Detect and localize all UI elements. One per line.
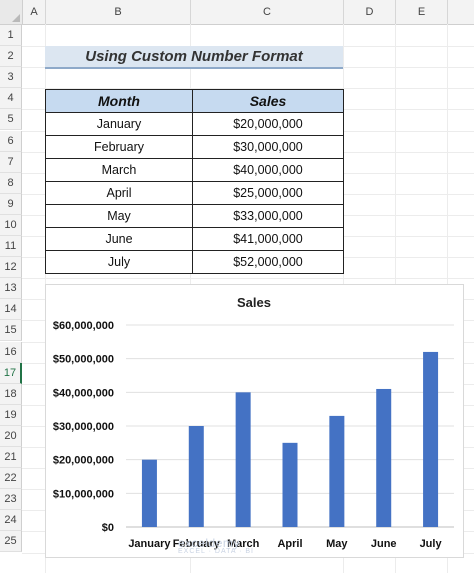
- row-header-25[interactable]: 25: [0, 531, 22, 553]
- y-tick-label: $60,000,000: [53, 320, 114, 332]
- row-header-2[interactable]: 2: [0, 46, 22, 68]
- row-header-24[interactable]: 24: [0, 510, 22, 532]
- table-row: January $20,000,000: [45, 112, 344, 136]
- row-header-16[interactable]: 16: [0, 341, 22, 363]
- column-header-c[interactable]: C: [191, 0, 344, 24]
- table-row: June $41,000,000: [45, 227, 344, 251]
- table-header-row: Month Sales: [45, 89, 344, 113]
- row-gridline: [22, 278, 474, 280]
- row-header-1[interactable]: 1: [0, 25, 22, 47]
- watermark-tagline: EXCEL · DATA · BI: [178, 548, 254, 555]
- month-cell[interactable]: March: [45, 158, 193, 182]
- y-tick-label: $50,000,000: [53, 354, 114, 366]
- row-header-11[interactable]: 11: [0, 236, 22, 258]
- row-header-14[interactable]: 14: [0, 299, 22, 321]
- row-header-5[interactable]: 5: [0, 109, 22, 131]
- chart-svg: Sales $0 $10,000,000 $20,000,000 $30,000,000…: [53, 295, 454, 550]
- row-header-8[interactable]: 8: [0, 172, 22, 194]
- table-row: March $40,000,000: [45, 158, 344, 182]
- sales-cell[interactable]: $30,000,000: [192, 135, 344, 159]
- row-header-22[interactable]: 22: [0, 468, 22, 490]
- select-all-button[interactable]: [0, 0, 23, 24]
- table-row: May $33,000,000: [45, 204, 344, 228]
- y-tick-label: $30,000,000: [53, 421, 114, 433]
- sales-table: Month Sales January $20,000,000 February $3…: [45, 89, 344, 274]
- bar-january: [141, 459, 157, 527]
- sales-cell[interactable]: $52,000,000: [192, 250, 344, 274]
- column-header-d[interactable]: D: [344, 0, 396, 24]
- x-tick-label: February: [173, 538, 221, 550]
- watermark-brand: exceldemy: [178, 536, 240, 550]
- table-row: July $52,000,000: [45, 250, 344, 274]
- chart-title: Sales: [237, 295, 271, 310]
- watermark: exceldemy EXCEL · DATA · BI: [178, 536, 254, 555]
- row-header-17[interactable]: 17: [0, 362, 22, 384]
- y-tick-label: $40,000,000: [53, 387, 114, 399]
- row-header-18[interactable]: 18: [0, 383, 22, 405]
- x-tick-label: July: [420, 538, 443, 550]
- bar-may: [329, 415, 345, 527]
- y-tick-label: $10,000,000: [53, 488, 114, 500]
- month-cell[interactable]: April: [45, 181, 193, 205]
- month-cell[interactable]: February: [45, 135, 193, 159]
- row-header-13[interactable]: 13: [0, 278, 22, 300]
- row-gridline: [22, 88, 474, 90]
- x-tick-label: March: [227, 538, 260, 550]
- column-header-row: A B C D E: [0, 0, 474, 25]
- y-tick-label: $20,000,000: [53, 455, 114, 467]
- sales-cell[interactable]: $25,000,000: [192, 181, 344, 205]
- sales-cell[interactable]: $20,000,000: [192, 112, 344, 136]
- sales-cell[interactable]: $40,000,000: [192, 158, 344, 182]
- row-header-19[interactable]: 19: [0, 404, 22, 426]
- row-header-6[interactable]: 6: [0, 130, 22, 152]
- row-header-4[interactable]: 4: [0, 88, 22, 110]
- month-cell[interactable]: June: [45, 227, 193, 251]
- header-sales[interactable]: Sales: [192, 89, 344, 113]
- column-header-b[interactable]: B: [46, 0, 191, 24]
- x-tick-label: May: [326, 538, 348, 550]
- month-cell[interactable]: July: [45, 250, 193, 274]
- header-month[interactable]: Month: [45, 89, 193, 113]
- sheet-title[interactable]: Using Custom Number Format: [45, 46, 343, 69]
- row-header-12[interactable]: 12: [0, 257, 22, 279]
- row-header-7[interactable]: 7: [0, 151, 22, 173]
- row-header-9[interactable]: 9: [0, 193, 22, 215]
- row-header-21[interactable]: 21: [0, 447, 22, 469]
- y-tick-label: $0: [102, 522, 114, 534]
- bar-march: [235, 392, 251, 527]
- sales-cell[interactable]: $41,000,000: [192, 227, 344, 251]
- row-header-23[interactable]: 23: [0, 489, 22, 511]
- table-row: February $30,000,000: [45, 135, 344, 159]
- x-tick-label: April: [277, 538, 302, 550]
- row-header-15[interactable]: 15: [0, 320, 22, 342]
- column-header-a[interactable]: A: [23, 0, 46, 24]
- month-cell[interactable]: January: [45, 112, 193, 136]
- sales-cell[interactable]: $33,000,000: [192, 204, 344, 228]
- row-header-20[interactable]: 20: [0, 425, 22, 447]
- month-cell[interactable]: May: [45, 204, 193, 228]
- x-tick-label: January: [128, 538, 171, 550]
- row-header-10[interactable]: 10: [0, 214, 22, 236]
- bar-april: [282, 442, 298, 527]
- row-header-3[interactable]: 3: [0, 67, 22, 89]
- table-row: April $25,000,000: [45, 181, 344, 205]
- bar-june: [376, 388, 392, 527]
- column-header-e[interactable]: E: [396, 0, 448, 24]
- sales-chart[interactable]: Sales $0 $10,000,000 $20,000,000 $30,000,000…: [45, 284, 464, 558]
- bar-february: [188, 426, 204, 527]
- bar-july: [423, 351, 439, 527]
- x-tick-label: June: [371, 538, 397, 550]
